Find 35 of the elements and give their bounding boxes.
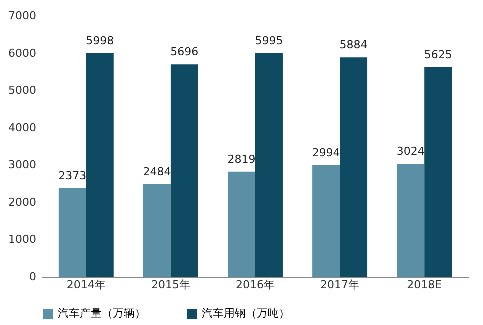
bar: [397, 164, 425, 277]
y-tick-label: 0: [30, 270, 36, 284]
data-label: 2373: [58, 170, 87, 183]
y-tick-label: 2000: [8, 196, 36, 209]
data-label: 5696: [170, 46, 199, 59]
y-tick-label: 3000: [8, 158, 36, 172]
legend-label: 汽车用钢（万吨）: [202, 307, 290, 320]
bar: [424, 67, 452, 277]
y-tick-label: 7000: [8, 10, 36, 22]
data-label: 5884: [340, 38, 368, 52]
bar: [143, 184, 171, 277]
bar: [312, 165, 340, 277]
x-tick-label: 2016年: [236, 278, 275, 292]
x-tick-label: 2017年: [320, 278, 360, 292]
x-tick-label: 2018E: [407, 278, 442, 292]
x-tick-label: 2015年: [151, 278, 190, 292]
x-tick-label: 2014年: [66, 278, 106, 292]
data-label: 5625: [424, 48, 452, 62]
data-label: 2484: [143, 165, 172, 178]
bar: [170, 64, 198, 277]
bar: [86, 53, 114, 277]
data-label: 3024: [396, 145, 425, 158]
data-label: 2819: [228, 152, 256, 166]
y-tick-label: 5000: [8, 84, 36, 98]
data-label: 5995: [255, 34, 284, 48]
bar: [58, 188, 86, 277]
bar: [228, 172, 256, 277]
y-tick-label: 6000: [8, 46, 36, 60]
bar: [256, 53, 283, 277]
data-label: 2994: [312, 146, 340, 160]
legend-label: 汽车产量（万辆）: [58, 307, 146, 320]
data-label: 5998: [86, 34, 114, 48]
bar: [340, 58, 368, 277]
y-tick-label: 4000: [8, 121, 36, 134]
y-tick-label: 1000: [8, 233, 36, 246]
